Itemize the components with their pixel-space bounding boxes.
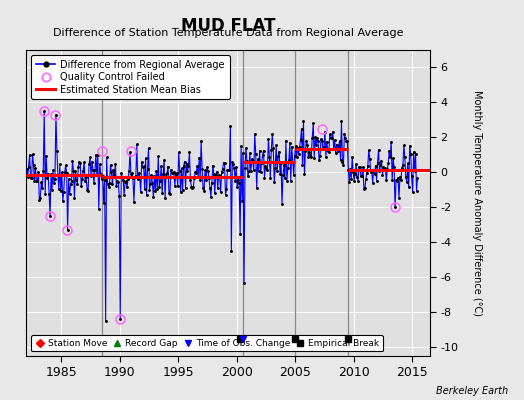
Text: Berkeley Earth: Berkeley Earth: [436, 386, 508, 396]
Legend: Station Move, Record Gap, Time of Obs. Change, Empirical Break: Station Move, Record Gap, Time of Obs. C…: [31, 335, 383, 352]
Text: Difference of Station Temperature Data from Regional Average: Difference of Station Temperature Data f…: [53, 28, 403, 38]
Title: MUD FLAT: MUD FLAT: [181, 16, 275, 34]
Y-axis label: Monthly Temperature Anomaly Difference (°C): Monthly Temperature Anomaly Difference (…: [472, 90, 482, 316]
